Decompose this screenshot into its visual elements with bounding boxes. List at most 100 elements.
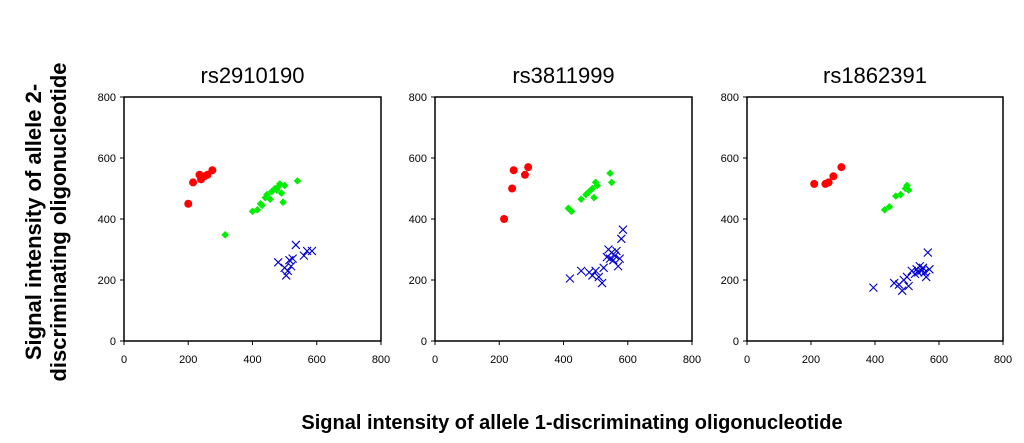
data-point-x — [615, 254, 625, 264]
y-tick-label: 200 — [409, 275, 427, 287]
data-point-circle — [520, 170, 529, 179]
data-point-x — [283, 266, 293, 276]
x-tick-label: 600 — [930, 354, 948, 366]
data-point-x — [576, 266, 586, 276]
scatter-panel-rs2910190: rs2910190 0 200 400 600 800 0 200 400 600 800 — [98, 63, 391, 366]
x-tick-label: 200 — [490, 354, 508, 366]
data-point-x — [591, 266, 601, 276]
data-point-circle — [509, 166, 518, 175]
data-point-diamond — [903, 181, 911, 190]
data-point-diamond — [293, 177, 302, 185]
data-point-circle — [837, 163, 846, 172]
y-axis-label-line1: Signal intensity of allele 2- — [21, 84, 46, 360]
data-point-diamond — [896, 190, 905, 199]
data-point-diamond — [274, 183, 282, 191]
data-point-x — [923, 248, 933, 257]
data-point-diamond — [277, 189, 286, 197]
data-point-x — [599, 263, 609, 273]
data-point-x — [610, 251, 620, 260]
y-tick-label: 400 — [721, 214, 739, 226]
x-tick-label: 400 — [866, 354, 884, 366]
data-point-circle — [500, 215, 509, 223]
x-tick-label: 600 — [619, 354, 637, 366]
data-point-x — [616, 234, 626, 244]
data-point-x — [299, 251, 309, 260]
data-point-diamond — [880, 206, 889, 214]
y-tick-label: 800 — [409, 92, 427, 104]
data-point-diamond — [904, 186, 913, 194]
data-point-diamond — [276, 180, 284, 188]
data-point-diamond — [221, 231, 229, 239]
data-point-x — [618, 225, 628, 235]
data-point-diamond — [564, 204, 573, 213]
data-point-circle — [189, 178, 198, 187]
data-point-diamond — [253, 206, 262, 214]
y-tick-label: 400 — [98, 214, 116, 226]
y-tick-label: 400 — [409, 214, 427, 226]
data-point-x — [921, 272, 931, 282]
x-tick-label: 400 — [554, 354, 572, 366]
data-point-circle — [829, 172, 838, 181]
data-point-diamond — [606, 169, 614, 178]
x-tick-label: 800 — [683, 354, 701, 366]
y-tick-label: 0 — [733, 336, 739, 348]
panel-title: rs1862391 — [823, 63, 927, 88]
data-point-x — [904, 281, 913, 291]
data-point-x — [291, 240, 301, 250]
data-point-x — [897, 286, 907, 296]
panel-title: rs3811999 — [512, 63, 614, 88]
y-tick-label: 600 — [98, 153, 116, 165]
data-point-diamond — [607, 178, 616, 187]
x-tick-label: 800 — [994, 354, 1012, 366]
data-point-circle — [810, 179, 819, 188]
data-point-circle — [524, 163, 533, 172]
y-tick-label: 600 — [409, 153, 427, 165]
y-tick-label: 800 — [721, 92, 739, 104]
data-point-diamond — [885, 203, 894, 211]
y-tick-label: 200 — [721, 275, 739, 287]
x-axis-label: Signal intensity of allele 1-discriminat… — [301, 412, 842, 434]
data-point-diamond — [267, 187, 276, 196]
y-axis-label-line2: discriminating oligonucleotide — [46, 62, 71, 381]
data-point-x — [902, 272, 912, 282]
data-point-diamond — [590, 193, 598, 202]
data-point-circle — [208, 166, 217, 175]
data-point-circle — [508, 184, 517, 193]
data-point-diamond — [279, 198, 287, 207]
y-tick-label: 800 — [98, 92, 116, 104]
plot-frame — [123, 96, 382, 342]
data-point-x — [288, 254, 298, 264]
data-point-x — [286, 261, 296, 271]
data-point-x — [869, 283, 878, 293]
x-tick-label: 800 — [372, 354, 390, 366]
data-point-x — [281, 271, 291, 280]
data-point-circle — [824, 178, 833, 187]
data-point-diamond — [588, 184, 597, 193]
data-point-diamond — [591, 178, 600, 187]
plot-frame — [434, 96, 693, 342]
x-tick-label: 200 — [802, 354, 820, 366]
plot-frame — [746, 96, 1004, 342]
x-tick-label: 400 — [243, 354, 261, 366]
data-point-diamond — [258, 201, 266, 210]
data-point-diamond — [280, 181, 289, 190]
scatter-panel-rs3811999: rs3811999 0 200 400 600 800 0 200 400 600 800 — [409, 63, 702, 366]
data-point-x — [285, 255, 294, 265]
data-point-x — [307, 246, 317, 256]
x-tick-label: 0 — [432, 354, 438, 366]
data-point-x — [605, 254, 615, 264]
x-tick-label: 200 — [179, 354, 197, 366]
data-point-x — [612, 246, 621, 256]
data-point-circle — [184, 199, 193, 208]
x-tick-label: 600 — [308, 354, 326, 366]
data-point-diamond — [263, 190, 271, 199]
data-point-x — [597, 278, 607, 288]
data-point-x — [302, 246, 312, 256]
data-point-x — [613, 261, 623, 271]
data-point-x — [889, 278, 899, 288]
y-tick-label: 600 — [721, 153, 739, 165]
data-point-x — [925, 264, 934, 274]
data-point-x — [273, 257, 283, 267]
data-point-x — [565, 274, 575, 283]
